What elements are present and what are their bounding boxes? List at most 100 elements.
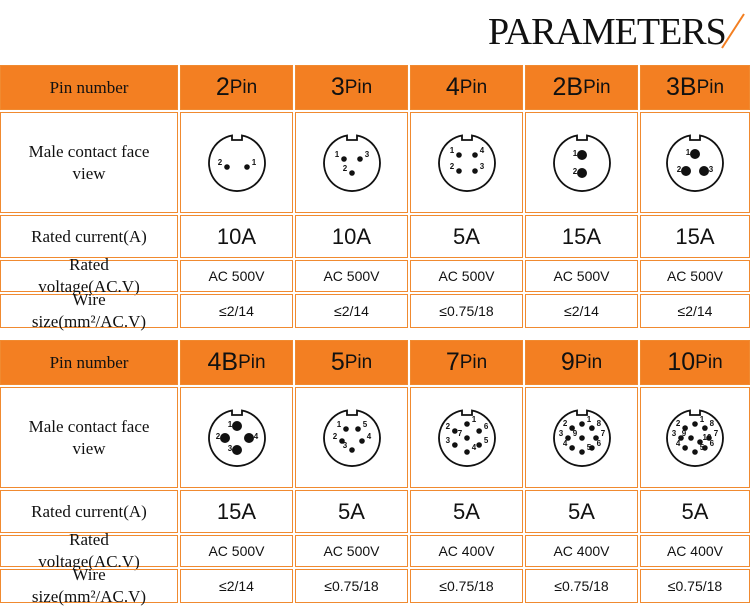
row-label: Rated voltage(AC.V): [0, 530, 178, 571]
pin-header: 3B Pin: [640, 65, 750, 110]
rated-current: 5A: [410, 215, 523, 258]
pin-header: 9 Pin: [525, 340, 638, 385]
pin-header: 3 Pin: [295, 65, 408, 110]
row-label: Male contact face view: [0, 387, 178, 488]
pin-unit: Pin: [344, 76, 373, 98]
pin: [471, 151, 478, 158]
pin-count: 4: [445, 73, 460, 101]
pin: [682, 424, 688, 431]
pin-label: 7: [714, 429, 719, 438]
pin-label: 1: [700, 415, 705, 424]
rated-current: 5A: [295, 490, 408, 533]
pin-label: 3: [364, 150, 369, 159]
rated-voltage: AC 500V: [295, 260, 408, 292]
pin: [463, 434, 470, 441]
pin: [354, 425, 361, 432]
pin-label: 4: [471, 443, 476, 452]
pin-label: 1: [572, 149, 577, 158]
pin-label: 4: [676, 439, 681, 448]
pin-label: 3: [342, 441, 347, 450]
pin: [688, 434, 694, 441]
pin-count: 9: [560, 348, 575, 376]
rated-voltage: AC 500V: [295, 535, 408, 567]
pin-label: 5: [362, 420, 367, 429]
pin: [463, 448, 470, 455]
row-label: Rated voltage(AC.V): [0, 255, 178, 296]
rated-current: 5A: [525, 490, 638, 533]
pin-label: 1: [471, 415, 476, 424]
pin: [475, 427, 482, 434]
pin-unit: Pin: [695, 351, 723, 373]
face-view: 1 3 2: [295, 112, 408, 213]
pin: [342, 425, 349, 432]
wire-size: ≤2/14: [525, 294, 638, 328]
wire-size: ≤2/14: [295, 294, 408, 328]
pin-unit: Pin: [696, 76, 725, 98]
pin-label: 2: [562, 419, 567, 428]
rated-voltage: AC 400V: [640, 535, 750, 567]
pin-label: 9: [572, 429, 577, 438]
pin-label: 2: [445, 422, 450, 431]
rated-current: 15A: [640, 215, 750, 258]
pin-count: 5: [330, 348, 345, 376]
pin: [338, 437, 345, 444]
face-view: 1 4 2 3: [410, 112, 523, 213]
row-label: Male contact face view: [0, 112, 178, 213]
pin-label: 2: [677, 165, 682, 174]
pin-header: 4 Pin: [410, 65, 523, 110]
pin-label: 1: [334, 150, 339, 159]
pin-label: 1: [686, 148, 691, 157]
rated-voltage: AC 500V: [525, 260, 638, 292]
pin: [223, 163, 230, 170]
pin-label: 3: [709, 165, 714, 174]
pin-count: 2: [215, 73, 230, 101]
pin-label: 1: [227, 420, 232, 429]
pin-unit: Pin: [459, 351, 488, 373]
wire-size: ≤0.75/18: [525, 569, 638, 603]
row-label: Pin number: [0, 65, 178, 110]
pin: [692, 420, 698, 427]
pin-header: 5 Pin: [295, 340, 408, 385]
pin-label: 2: [676, 419, 681, 428]
pin: [451, 441, 458, 448]
pin: [231, 420, 242, 431]
pin: [356, 155, 363, 162]
pin-label: 4: [479, 146, 484, 155]
pin: [692, 448, 698, 455]
pin-count: 7: [445, 348, 460, 376]
wire-size: ≤0.75/18: [410, 294, 523, 328]
row-label: Wire size(mm²/AC.V): [0, 290, 178, 331]
pin-label: 3: [445, 436, 450, 445]
connector-icon: 12 4 3: [207, 408, 266, 467]
pin-count: 2B: [552, 73, 584, 101]
pin: [578, 420, 585, 427]
pin-label: 2: [332, 432, 337, 441]
pin-label: 6: [710, 439, 715, 448]
pin-label: 1: [449, 146, 454, 155]
pin-header: 4B Pin: [180, 340, 293, 385]
connector-icon: 1 5 2 4 3: [322, 408, 381, 467]
connector-icon: 12 3: [666, 133, 724, 192]
pin: [231, 444, 242, 455]
pin: [578, 434, 585, 441]
pin-label: 5: [586, 443, 591, 452]
pin-label: 5: [483, 436, 488, 445]
wire-size: ≤0.75/18: [410, 569, 523, 603]
pin: [243, 432, 254, 443]
pin-unit: Pin: [238, 351, 266, 373]
face-view: 1 8 7 6 5 4 3 2 9 10: [640, 387, 750, 488]
pin-label: 3: [479, 162, 484, 171]
pin: [706, 434, 712, 441]
pin: [348, 169, 355, 176]
rated-voltage: AC 500V: [180, 535, 293, 567]
pin-header: 2B Pin: [525, 65, 638, 110]
pin: [475, 441, 482, 448]
pin-unit: Pin: [459, 76, 488, 98]
row-label: Pin number: [0, 340, 178, 385]
pin: [681, 165, 691, 176]
pin-label: 9: [682, 429, 687, 438]
